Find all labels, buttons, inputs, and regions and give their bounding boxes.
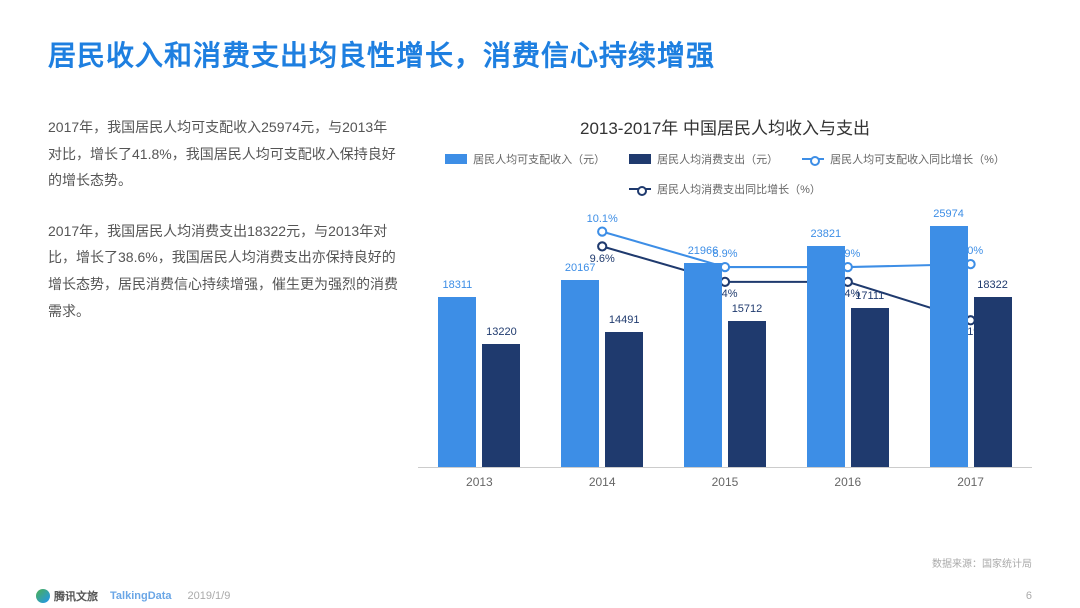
bar: 23821: [807, 246, 845, 467]
legend-swatch-expense-bar: [629, 154, 651, 164]
x-axis: 2013 2014 2015 2016 2017: [418, 467, 1032, 495]
brand-name-1: 腾讯文旅: [54, 588, 98, 604]
bar-value-label: 18322: [974, 279, 1012, 291]
bar-group: 1831113220: [438, 297, 520, 467]
chart-area: 10.1%8.9%8.9%9.0%9.6%8.4%8.4%7.1% 183111…: [418, 205, 1032, 495]
legend-line-income: 居民人均可支配收入同比增长（%）: [802, 151, 1005, 167]
bar: 21966: [684, 263, 722, 467]
bar-value-label: 17111: [851, 290, 889, 302]
legend-bar-expense: 居民人均消费支出（元）: [629, 151, 778, 167]
x-tick-label: 2014: [561, 475, 643, 489]
paragraph-1: 2017年，我国居民人均可支配收入25974元，与2013年对比，增长了41.8…: [48, 114, 398, 194]
bar: 14491: [605, 332, 643, 467]
bar-value-label: 14491: [605, 314, 643, 326]
x-tick-label: 2017: [930, 475, 1012, 489]
brand-name-2: TalkingData: [110, 590, 172, 602]
bar: 25974: [930, 226, 968, 467]
text-column: 2017年，我国居民人均可支配收入25974元，与2013年对比，增长了41.8…: [48, 114, 418, 495]
bar-value-label: 21966: [684, 245, 722, 257]
page-number: 6: [1026, 590, 1032, 602]
footer: 腾讯文旅 TalkingData 2019/1/9 6: [0, 582, 1080, 608]
legend-swatch-income-line: [802, 154, 824, 164]
legend-line-expense: 居民人均消费支出同比增长（%）: [629, 181, 821, 197]
legend-bar-income: 居民人均可支配收入（元）: [445, 151, 605, 167]
chart-legend: 居民人均可支配收入（元） 居民人均消费支出（元） 居民人均可支配收入同比增长（%…: [418, 151, 1032, 197]
bar-value-label: 20167: [561, 262, 599, 274]
bar-value-label: 15712: [728, 303, 766, 315]
legend-label: 居民人均可支配收入同比增长（%）: [830, 151, 1005, 167]
bar-group: 2016714491: [561, 280, 643, 467]
slide-title: 居民收入和消费支出均良性增长，消费信心持续增强: [48, 34, 1032, 74]
bar-value-label: 25974: [930, 208, 968, 220]
legend-swatch-expense-line: [629, 184, 651, 194]
bar: 15712: [728, 321, 766, 467]
bar-group: 2382117111: [807, 246, 889, 467]
x-tick-label: 2016: [807, 475, 889, 489]
bar: 17111: [851, 308, 889, 467]
x-tick-label: 2015: [684, 475, 766, 489]
data-source-label: 数据来源：国家统计局: [932, 555, 1032, 570]
chart-title: 2013-2017年 中国居民人均收入与支出: [418, 114, 1032, 139]
legend-label: 居民人均消费支出（元）: [657, 151, 778, 167]
bar-value-label: 23821: [807, 228, 845, 240]
chart-column: 2013-2017年 中国居民人均收入与支出 居民人均可支配收入（元） 居民人均…: [418, 114, 1032, 495]
bar: 13220: [482, 344, 520, 467]
bar-value-label: 13220: [482, 326, 520, 338]
legend-label: 居民人均消费支出同比增长（%）: [657, 181, 821, 197]
legend-label: 居民人均可支配收入（元）: [473, 151, 605, 167]
bar-value-label: 18311: [438, 279, 476, 291]
bar-group: 2597418322: [930, 226, 1012, 467]
slide: 居民收入和消费支出均良性增长，消费信心持续增强 2017年，我国居民人均可支配收…: [0, 0, 1080, 608]
x-tick-label: 2013: [438, 475, 520, 489]
bar: 18322: [974, 297, 1012, 467]
content-row: 2017年，我国居民人均可支配收入25974元，与2013年对比，增长了41.8…: [48, 114, 1032, 495]
bar-group: 2196615712: [684, 263, 766, 467]
bar: 18311: [438, 297, 476, 467]
logo-icon: [36, 589, 50, 603]
footer-date: 2019/1/9: [188, 590, 231, 602]
brand-logo: 腾讯文旅: [36, 588, 98, 604]
paragraph-2: 2017年，我国居民人均消费支出18322元，与2013年对比，增长了38.6%…: [48, 218, 398, 324]
bars-layer: 1831113220201671449121966157122382117111…: [418, 207, 1032, 467]
legend-swatch-income-bar: [445, 154, 467, 164]
bar: 20167: [561, 280, 599, 467]
